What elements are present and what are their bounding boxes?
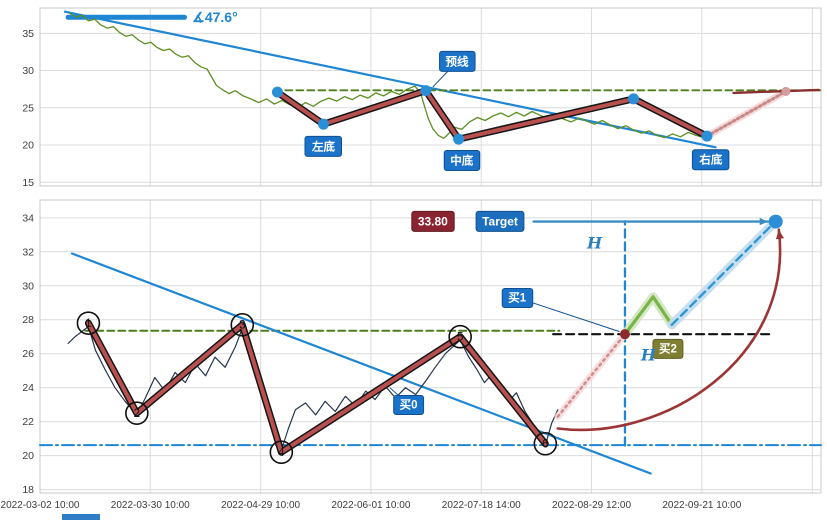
plot-border: [39, 7, 822, 187]
angle-label: ∡47.6°: [192, 9, 237, 25]
label-right-bottom-box: [691, 149, 730, 171]
h-lower: H: [640, 346, 657, 365]
forecast-flat-line: [732, 88, 820, 95]
zigzag: [275, 88, 709, 142]
x-tick-label: 2022-03-02 10:00: [1, 500, 80, 511]
x-tick-label: 2022-03-30 10:00: [111, 500, 190, 511]
pivot-dots: [701, 130, 713, 142]
buy2-label-box: [652, 338, 684, 359]
price-target-label: 33.80: [411, 210, 455, 232]
label-left-bottom-text: 左底: [311, 139, 335, 153]
label-middle-bottom-box: [443, 149, 481, 171]
buy1-label: 买1: [501, 287, 534, 308]
pivot-circles: [269, 440, 294, 465]
buy1-label-text: 买1: [508, 291, 526, 304]
y-tick-label: 30: [22, 65, 34, 77]
buy2-label: 买2: [652, 338, 684, 359]
pivot-dots: [318, 118, 330, 130]
buy1-dot: [619, 329, 630, 340]
trend-line: [70, 252, 652, 475]
y-tick-label: 25: [22, 102, 34, 114]
pivot-circles-number: 4: [278, 447, 285, 459]
y-tick-label: 28: [22, 314, 34, 326]
y-tick-label: 24: [22, 382, 34, 394]
y-tick-label: 32: [22, 246, 34, 258]
target-dot: [768, 214, 783, 229]
pivot-circles-number: 5: [457, 332, 463, 344]
target-label-box: [475, 210, 525, 232]
pivot-dots: [420, 85, 432, 97]
bottom-left-blue-strip: [62, 514, 100, 520]
pivot-circles-number: 3: [239, 320, 245, 332]
pivot-circles: [448, 324, 472, 349]
buy0-label-box: [393, 394, 425, 415]
pivot-dots: [271, 86, 283, 98]
pivot-dots: [628, 93, 640, 105]
buy0-label: 买0: [393, 394, 425, 415]
label-forecast-line-text: 预线: [446, 54, 469, 68]
buy1-label-box: [501, 287, 534, 308]
pivot-circles: [76, 311, 101, 335]
forecast-dot: [781, 86, 791, 96]
grid: [39, 8, 821, 186]
label-right-bottom: 右底: [691, 149, 730, 171]
y-tick-label: 22: [22, 416, 34, 428]
target-arrow-head: [759, 217, 768, 226]
h-upper: H: [586, 233, 603, 252]
plot-border: [39, 199, 822, 494]
y-tick-label: 35: [22, 28, 34, 40]
pivot-circles-number: 1: [85, 318, 91, 330]
pivot-circles-number: 6: [542, 439, 548, 451]
pivot-dots: [453, 133, 465, 145]
y-tick-label: 34: [22, 212, 34, 224]
grid: [39, 200, 821, 493]
wave-up-blue: [670, 220, 777, 326]
x-tick-label: 2022-08-29 12:00: [552, 500, 631, 511]
pivot-circles: [533, 431, 558, 456]
projection-curve: [556, 228, 782, 432]
label-left-bottom-box: [304, 135, 343, 157]
label-forecast-line: 预线: [439, 50, 476, 72]
buy1-label-pointer: [517, 297, 620, 333]
price-target-label-text: 33.80: [418, 214, 448, 228]
label-middle-bottom-text: 中底: [450, 153, 473, 167]
y-tick-label: 18: [22, 484, 34, 496]
zigzag-forecast: [705, 89, 788, 138]
label-right-bottom-text: 右底: [698, 153, 722, 167]
label-left-bottom: 左底: [304, 135, 343, 157]
target-label: Target: [475, 210, 525, 232]
x-tick-label: 2022-04-29 10:00: [221, 500, 300, 511]
x-tick-label: 2022-06-01 10:00: [331, 500, 410, 511]
y-tick-label: 30: [22, 280, 34, 292]
price-line: [69, 12, 711, 139]
pivot-circles: [230, 313, 255, 337]
y-tick-label: 20: [22, 140, 34, 152]
forecast-dotted: [556, 332, 627, 418]
trend-line: [63, 10, 717, 149]
label-forecast-line-box: [439, 50, 476, 72]
target-label-text: Target: [482, 214, 518, 228]
buy2-label-text: 买2: [659, 342, 677, 355]
projection-curve-head: [775, 229, 784, 240]
y-tick-label: 15: [22, 177, 34, 189]
wave-up-green: [623, 295, 674, 336]
y-tick-label: 20: [22, 450, 34, 462]
x-tick-label: 2022-09-21 10:00: [662, 500, 741, 511]
zigzag: [86, 321, 548, 455]
buy0-label-text: 买0: [400, 398, 418, 411]
label-middle-bottom: 中底: [443, 149, 481, 171]
y-tick-label: 26: [22, 348, 34, 360]
pivot-circles: [125, 401, 149, 425]
price-target-label-box: [411, 210, 455, 232]
pivot-circles-number: 2: [134, 408, 140, 420]
x-tick-label: 2022-07-18 14:00: [442, 500, 521, 511]
